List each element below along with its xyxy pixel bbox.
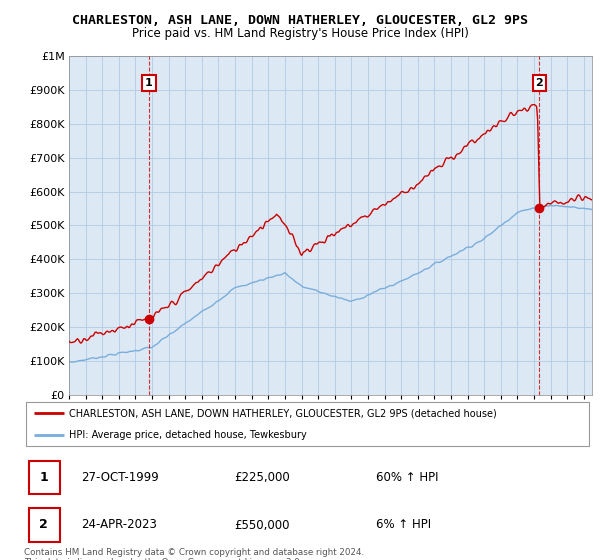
FancyBboxPatch shape [29, 508, 60, 542]
Text: 1: 1 [145, 78, 153, 88]
Text: 2: 2 [40, 519, 48, 531]
Text: 27-OCT-1999: 27-OCT-1999 [80, 471, 158, 484]
Text: 6% ↑ HPI: 6% ↑ HPI [376, 519, 431, 531]
Text: CHARLESTON, ASH LANE, DOWN HATHERLEY, GLOUCESTER, GL2 9PS (detached house): CHARLESTON, ASH LANE, DOWN HATHERLEY, GL… [70, 408, 497, 418]
Text: 1: 1 [40, 471, 48, 484]
Text: Contains HM Land Registry data © Crown copyright and database right 2024.
This d: Contains HM Land Registry data © Crown c… [24, 548, 364, 560]
Text: CHARLESTON, ASH LANE, DOWN HATHERLEY, GLOUCESTER, GL2 9PS: CHARLESTON, ASH LANE, DOWN HATHERLEY, GL… [72, 14, 528, 27]
Text: 24-APR-2023: 24-APR-2023 [80, 519, 157, 531]
FancyBboxPatch shape [26, 402, 589, 446]
FancyBboxPatch shape [29, 460, 60, 494]
Text: HPI: Average price, detached house, Tewkesbury: HPI: Average price, detached house, Tewk… [70, 430, 307, 440]
Text: £550,000: £550,000 [234, 519, 289, 531]
Text: Price paid vs. HM Land Registry's House Price Index (HPI): Price paid vs. HM Land Registry's House … [131, 27, 469, 40]
Text: 2: 2 [535, 78, 543, 88]
Text: 60% ↑ HPI: 60% ↑ HPI [376, 471, 438, 484]
Text: £225,000: £225,000 [234, 471, 290, 484]
